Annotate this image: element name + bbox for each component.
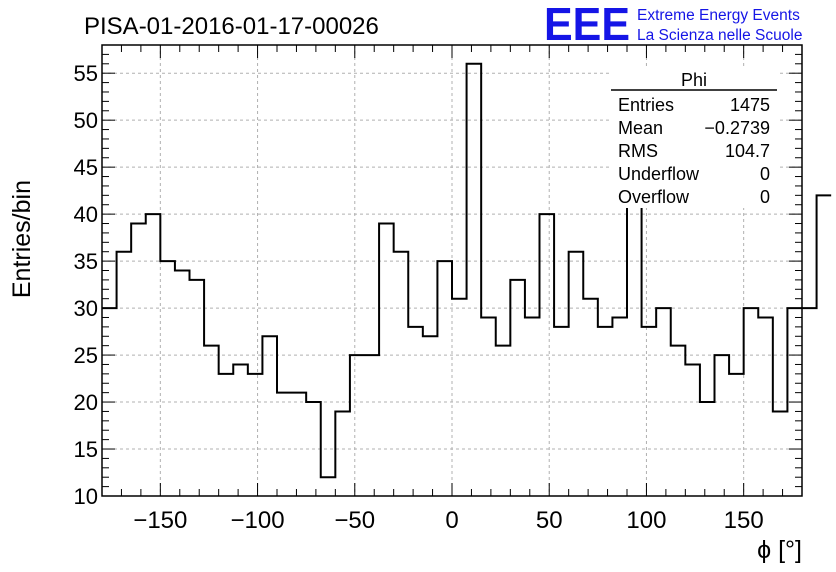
y-tick-label: 25 <box>74 343 98 368</box>
x-tick-label: 0 <box>445 507 458 534</box>
histogram-bin <box>569 252 584 496</box>
histogram-bin <box>773 411 788 496</box>
y-tick-label: 15 <box>74 437 98 462</box>
histogram-bin <box>802 308 817 496</box>
stats-row-label: Underflow <box>618 164 700 184</box>
y-tick-label: 40 <box>74 202 98 227</box>
chart-title: PISA-01-2016-01-17-00026 <box>84 13 379 40</box>
histogram-bin <box>452 299 467 496</box>
histogram-bin <box>715 355 730 496</box>
histogram-bin <box>233 364 248 496</box>
histogram-bin <box>744 308 759 496</box>
y-tick-label: 30 <box>74 296 98 321</box>
stats-row-value: 104.7 <box>725 141 770 161</box>
stats-row-label: RMS <box>618 141 658 161</box>
histogram-bin <box>540 214 555 496</box>
y-tick-label: 20 <box>74 390 98 415</box>
histogram-bin <box>467 64 482 496</box>
histogram-bin <box>700 402 715 496</box>
y-axis-title: Entries/bin <box>8 180 36 298</box>
eee-logo-line2: La Scienza nelle Scuole <box>637 27 802 44</box>
histogram-bin <box>292 393 307 496</box>
histogram-bin <box>365 355 380 496</box>
histogram-bin <box>423 336 438 496</box>
stats-row-label: Entries <box>618 95 674 115</box>
histogram-bin <box>729 374 744 496</box>
histogram-bin <box>685 364 700 496</box>
histogram-bin <box>204 346 219 496</box>
y-tick-label: 55 <box>74 61 98 86</box>
histogram-bin <box>350 355 365 496</box>
x-tick-label: −100 <box>231 507 285 534</box>
histogram-bin <box>525 317 540 496</box>
histogram-bin <box>481 317 496 496</box>
histogram-bin <box>175 271 190 497</box>
eee-logo: EEE Extreme Energy Events La Scienza nel… <box>544 0 802 50</box>
histogram-bin <box>817 195 832 496</box>
histogram-bin <box>248 374 263 496</box>
histogram-bin <box>496 346 511 496</box>
x-tick-label: 100 <box>626 507 666 534</box>
histogram-bin <box>306 402 321 496</box>
histogram-bin <box>612 317 627 496</box>
y-tick-label: 10 <box>74 484 98 509</box>
stats-title: Phi <box>681 70 707 90</box>
histogram-bin <box>131 224 146 496</box>
x-tick-label: −50 <box>334 507 375 534</box>
stats-row-label: Mean <box>618 118 663 138</box>
x-tick-label: −150 <box>133 507 187 534</box>
histogram-bin <box>598 327 613 496</box>
y-tick-label: 45 <box>74 155 98 180</box>
tick-labels: −150 −100 −50 0 50 100 150 10 15 20 25 30 35 40 45 50 55 <box>74 61 764 534</box>
stats-row-value: 1475 <box>730 95 770 115</box>
stats-row-label: Overflow <box>618 187 690 207</box>
histogram-line <box>102 62 832 479</box>
stats-rows: Entries 1475 Mean −0.2739 RMS 104.7 Underflow 0… <box>618 95 770 207</box>
eee-logo-line1: Extreme Energy Events <box>637 7 800 24</box>
histogram-bin <box>554 327 569 496</box>
histogram-bin <box>262 336 277 496</box>
histogram-bin <box>671 346 686 496</box>
histogram-bin <box>510 280 525 496</box>
stats-box: Phi Entries 1475 Mean −0.2739 RMS 104.7 Underf… <box>611 68 777 208</box>
histogram-bin <box>379 224 394 496</box>
histogram-bin <box>117 252 132 496</box>
y-tick-label: 50 <box>74 108 98 133</box>
x-axis-title: ϕ [°] <box>757 536 802 564</box>
histogram-bin <box>408 327 423 496</box>
histogram-bin <box>160 261 175 496</box>
histogram-bin <box>190 280 205 496</box>
histogram-bin <box>583 299 598 496</box>
eee-logo-mark: EEE <box>544 0 630 50</box>
x-tick-label: 50 <box>536 507 563 534</box>
histogram-bin <box>335 411 350 496</box>
histogram-bin <box>627 205 642 496</box>
histogram-bin <box>394 252 409 496</box>
histogram-bin <box>758 317 773 496</box>
stats-row-value: 0 <box>760 187 770 207</box>
histogram-bin <box>277 393 292 496</box>
axis-ticks <box>101 44 803 497</box>
histogram-bin <box>642 327 657 496</box>
y-tick-label: 35 <box>74 249 98 274</box>
stats-row-value: −0.2739 <box>704 118 770 138</box>
histogram-bin <box>219 374 234 496</box>
x-tick-label: 150 <box>724 507 764 534</box>
histogram-bin <box>437 261 452 496</box>
histogram-bin <box>321 477 336 496</box>
stats-row-value: 0 <box>760 164 770 184</box>
histogram-bin <box>146 214 161 496</box>
histogram-bin <box>656 308 671 496</box>
